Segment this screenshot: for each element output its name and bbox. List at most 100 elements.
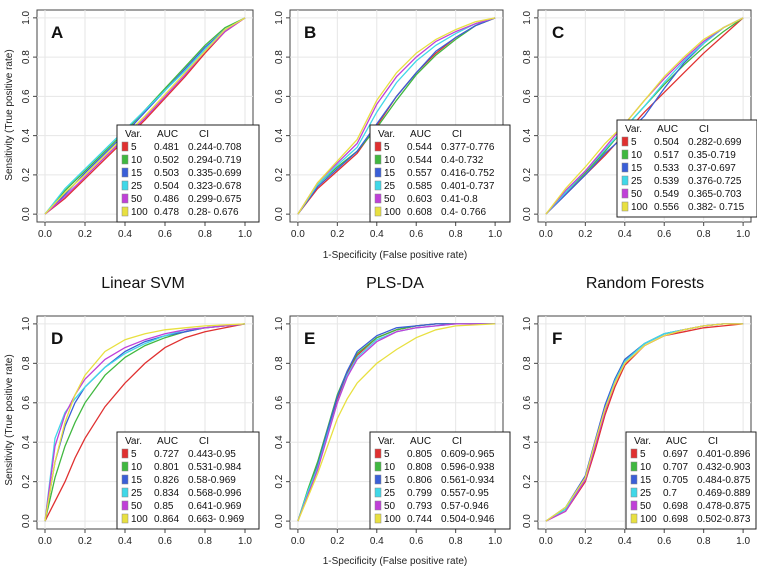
x-tick-label: 0.8 — [198, 536, 212, 547]
legend-auc: 0.481 — [154, 142, 179, 153]
y-axis-label-top: Sensitivity (True positive rate) — [4, 49, 15, 180]
legend-auc: 0.697 — [663, 449, 688, 460]
legend-auc: 0.705 — [663, 475, 688, 486]
y-tick-label: 0.6 — [274, 89, 285, 103]
y-tick-label: 0.2 — [522, 474, 533, 488]
y-tick-label: 0.4 — [522, 128, 533, 142]
legend: Var. AUC CI 5 0.805 0.609-0.965 10 0.808 0.596-0… — [369, 431, 511, 530]
x-tick-label: 0.4 — [370, 536, 384, 547]
x-tick-label: 0.6 — [657, 229, 671, 240]
legend-var: 50 — [131, 501, 143, 512]
legend-header-auc: AUC — [657, 124, 678, 135]
x-tick-label: 0.8 — [697, 229, 711, 240]
legend-box — [369, 124, 511, 223]
legend-auc: 0.707 — [663, 462, 688, 473]
legend-ci: 0.663- 0.969 — [188, 514, 245, 525]
legend-ci: 0.484-0.875 — [697, 475, 751, 486]
legend-auc: 0.517 — [654, 150, 679, 161]
legend-var: 10 — [631, 150, 643, 161]
y-tick-label: 0.6 — [274, 395, 285, 409]
y-tick-label: 0.8 — [522, 356, 533, 370]
x-axis-label-top: 1-Specificity (False positive rate) — [323, 250, 468, 261]
legend-var: 5 — [640, 449, 646, 460]
legend-header-ci: CI — [452, 129, 462, 140]
method-label-random-forests: Random Forests — [586, 275, 704, 292]
legend-var: 100 — [631, 202, 648, 213]
legend-swatch — [621, 188, 629, 199]
legend-ci: 0.4- 0.766 — [441, 207, 486, 218]
x-tick-label: 0.6 — [158, 536, 172, 547]
panel-label: A — [51, 23, 63, 42]
y-tick-label: 0.6 — [21, 395, 32, 409]
legend-ci: 0.365-0.703 — [688, 189, 742, 200]
roc-series-100 — [545, 17, 744, 215]
y-tick-label: 0.2 — [21, 474, 32, 488]
legend-ci: 0.376-0.725 — [688, 176, 742, 187]
legend-var: 100 — [131, 207, 148, 218]
legend-auc: 0.864 — [154, 514, 179, 525]
legend-header-var: Var. — [378, 129, 395, 140]
y-tick-label: 0.4 — [21, 435, 32, 449]
legend-header-auc: AUC — [157, 129, 178, 140]
y-tick-label: 0.0 — [522, 514, 533, 528]
legend-swatch — [121, 167, 129, 178]
legend-var: 25 — [384, 488, 396, 499]
legend-header-ci: CI — [199, 129, 209, 140]
y-tick-label: 0.4 — [274, 435, 285, 449]
panel-label: F — [552, 329, 562, 348]
y-tick-label: 0.4 — [522, 435, 533, 449]
x-tick-label: 0.2 — [578, 536, 592, 547]
panel-f: 0.0 0.2 0.4 0.6 0.8 1.0 0.0 0.2 0.4 0.6 0.8 1.0 F Var… — [522, 315, 757, 547]
legend-var: 15 — [384, 475, 396, 486]
y-tick-label: 1.0 — [522, 317, 533, 331]
legend-var: 25 — [640, 488, 652, 499]
roc-series-100 — [297, 17, 496, 215]
panel-label: E — [304, 329, 315, 348]
roc-series-50 — [297, 17, 496, 215]
legend-swatch — [121, 206, 129, 217]
legend-swatch — [630, 487, 638, 498]
roc-series-100 — [297, 323, 496, 522]
y-tick-label: 0.6 — [21, 89, 32, 103]
legend-auc: 0.805 — [407, 449, 432, 460]
legend-ci: 0.377-0.776 — [441, 142, 495, 153]
legend-auc: 0.556 — [654, 202, 679, 213]
legend-swatch — [374, 461, 382, 472]
legend-header-auc: AUC — [410, 436, 431, 447]
legend-ci: 0.401-0.896 — [697, 449, 751, 460]
legend-header-auc: AUC — [666, 436, 687, 447]
y-tick-label: 0.0 — [21, 207, 32, 221]
roc-series-5 — [44, 323, 246, 522]
legend-auc: 0.801 — [154, 462, 179, 473]
roc-series-5 — [44, 17, 246, 215]
legend-auc: 0.533 — [654, 163, 679, 174]
x-tick-label: 0.6 — [158, 229, 172, 240]
legend-box — [616, 119, 757, 218]
y-tick-label: 0.2 — [274, 168, 285, 182]
legend-ci: 0.57-0.946 — [441, 501, 489, 512]
legend-var: 10 — [131, 462, 143, 473]
legend-var: 100 — [640, 514, 657, 525]
roc-series-15 — [297, 17, 496, 215]
legend-swatch — [121, 154, 129, 165]
panel-label: D — [51, 329, 63, 348]
legend-header-auc: AUC — [157, 436, 178, 447]
legend-ci: 0.35-0.719 — [688, 150, 736, 161]
legend-ci: 0.335-0.699 — [188, 168, 242, 179]
x-tick-label: 0.8 — [198, 229, 212, 240]
x-tick-label: 0.0 — [291, 536, 305, 547]
x-tick-label: 0.4 — [618, 229, 632, 240]
legend-auc: 0.744 — [407, 514, 432, 525]
y-tick-label: 0.8 — [21, 50, 32, 64]
y-tick-label: 0.2 — [274, 474, 285, 488]
legend-var: 50 — [131, 194, 143, 205]
legend-var: 50 — [384, 501, 396, 512]
legend-ci: 0.641-0.969 — [188, 501, 242, 512]
x-tick-label: 0.6 — [657, 536, 671, 547]
x-tick-label: 0.8 — [449, 536, 463, 547]
legend-ci: 0.568-0.996 — [188, 488, 242, 499]
x-tick-label: 1.0 — [736, 229, 750, 240]
y-tick-label: 1.0 — [274, 317, 285, 331]
y-tick-label: 0.0 — [274, 207, 285, 221]
legend-swatch — [121, 500, 129, 511]
